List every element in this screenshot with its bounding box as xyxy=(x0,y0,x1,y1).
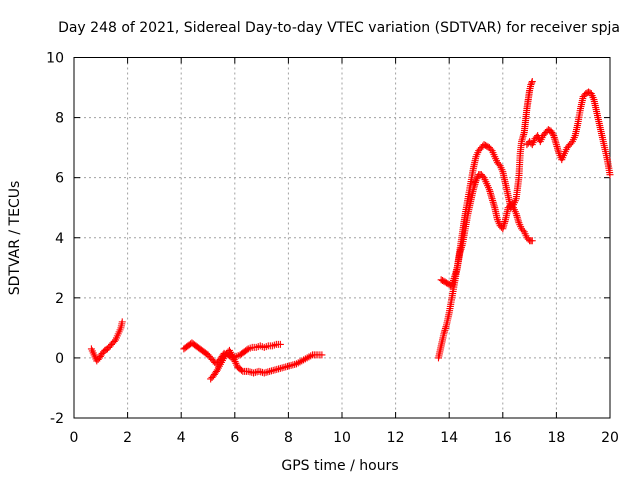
y-tick-label: 8 xyxy=(55,111,64,127)
data-point xyxy=(487,145,495,153)
data-point xyxy=(528,78,536,86)
y-tick-label: 4 xyxy=(55,231,64,247)
x-axis-label: GPS time / hours xyxy=(281,458,398,474)
x-tick-label: 6 xyxy=(230,430,239,446)
data-point xyxy=(479,172,487,180)
chart-title: Day 248 of 2021, Sidereal Day-to-day VTE… xyxy=(58,20,620,36)
y-tick-label: 6 xyxy=(55,171,64,187)
x-tick-label: 18 xyxy=(547,430,565,446)
x-tick-label: 0 xyxy=(70,430,79,446)
y-tick-label: -2 xyxy=(50,411,64,427)
data-point xyxy=(495,160,503,168)
data-point xyxy=(118,318,126,326)
data-point xyxy=(606,171,614,179)
data-point xyxy=(567,139,575,147)
data-point xyxy=(528,79,536,87)
data-points xyxy=(87,78,614,383)
y-tick-label: 10 xyxy=(46,51,64,67)
x-tick-label: 2 xyxy=(123,430,132,446)
data-point xyxy=(527,81,535,89)
x-tick-labels: 0 2 4 6 8 10 12 14 16 18 20 xyxy=(70,430,619,446)
data-point xyxy=(238,366,245,374)
data-point xyxy=(110,337,118,345)
x-tick-label: 10 xyxy=(333,430,351,446)
data-point xyxy=(508,202,516,210)
data-point xyxy=(276,340,284,348)
y-tick-labels: -2 0 2 4 6 8 10 xyxy=(46,51,64,428)
y-tick-label: 0 xyxy=(55,351,64,367)
x-tick-label: 8 xyxy=(284,430,293,446)
axis-ticks xyxy=(73,57,611,419)
data-point xyxy=(549,130,557,138)
x-tick-label: 20 xyxy=(601,430,619,446)
y-axis-label: SDTVAR / TECUs xyxy=(7,181,23,296)
x-tick-label: 16 xyxy=(494,430,512,446)
y-tick-label: 2 xyxy=(55,291,64,307)
data-point xyxy=(318,351,326,359)
data-point xyxy=(519,226,527,234)
x-tick-label: 12 xyxy=(387,430,405,446)
x-tick-label: 14 xyxy=(440,430,458,446)
x-tick-label: 4 xyxy=(177,430,186,446)
data-point xyxy=(243,346,251,354)
data-point xyxy=(528,237,536,245)
